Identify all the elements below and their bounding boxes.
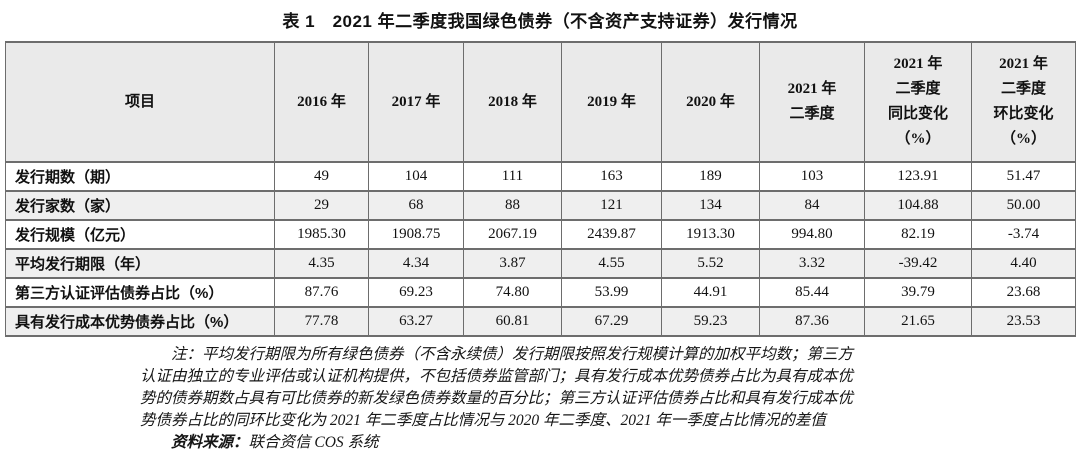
cell: 23.53 xyxy=(971,306,1076,337)
cell: 134 xyxy=(661,190,760,221)
cell: -3.74 xyxy=(971,219,1076,250)
cell: 29 xyxy=(274,190,369,221)
cell: 4.55 xyxy=(561,248,662,279)
cell: 82.19 xyxy=(864,219,972,250)
cell: 84 xyxy=(759,190,865,221)
cell: 74.80 xyxy=(463,277,562,308)
cell: 68 xyxy=(368,190,464,221)
col-header-item: 项目 xyxy=(5,41,275,163)
cell: 53.99 xyxy=(561,277,662,308)
table-row-issue-count: 发行期数（期） 49 104 111 163 189 103 123.91 51… xyxy=(5,161,1076,192)
table-title: 表 1 2021 年二季度我国绿色债券（不含资产支持证券）发行情况 xyxy=(282,12,798,31)
col-header-2020: 2020 年 xyxy=(661,41,760,163)
source-label: 资料来源： xyxy=(171,434,249,451)
cell: 104.88 xyxy=(864,190,972,221)
cell: 88 xyxy=(463,190,562,221)
table-row-issue-scale: 发行规模（亿元） 1985.30 1908.75 2067.19 2439.87… xyxy=(5,219,1076,250)
cell: 163 xyxy=(561,161,662,192)
cell: 44.91 xyxy=(661,277,760,308)
table-notes: 注：平均发行期限为所有绿色债券（不含永续债）发行期限按照发行规模计算的加权平均数… xyxy=(140,344,955,454)
cell: 2439.87 xyxy=(561,219,662,250)
row-label: 第三方认证评估债券占比（%） xyxy=(5,277,275,308)
col-header-qoq-change: 2021 年 二季度 环比变化 （%） xyxy=(971,41,1076,163)
cell: 51.47 xyxy=(971,161,1076,192)
cell: 3.32 xyxy=(759,248,865,279)
cell: 4.40 xyxy=(971,248,1076,279)
cell: 85.44 xyxy=(759,277,865,308)
cell: 39.79 xyxy=(864,277,972,308)
table-row-cost-advantage-ratio: 具有发行成本优势债券占比（%） 77.78 63.27 60.81 67.29 … xyxy=(5,306,1076,337)
cell: 189 xyxy=(661,161,760,192)
cell: 69.23 xyxy=(368,277,464,308)
cell: 2067.19 xyxy=(463,219,562,250)
col-header-2018: 2018 年 xyxy=(463,41,562,163)
green-bond-issuance-table: 项目 2016 年 2017 年 2018 年 2019 年 2020 年 20… xyxy=(5,41,1076,337)
cell: 50.00 xyxy=(971,190,1076,221)
cell: 994.80 xyxy=(759,219,865,250)
cell: 23.68 xyxy=(971,277,1076,308)
cell: 60.81 xyxy=(463,306,562,337)
cell: 63.27 xyxy=(368,306,464,337)
cell: 77.78 xyxy=(274,306,369,337)
cell: 3.87 xyxy=(463,248,562,279)
row-label: 发行规模（亿元） xyxy=(5,219,275,250)
cell: 67.29 xyxy=(561,306,662,337)
row-label: 发行家数（家） xyxy=(5,190,275,221)
cell: 104 xyxy=(368,161,464,192)
cell: 59.23 xyxy=(661,306,760,337)
cell: 5.52 xyxy=(661,248,760,279)
note-line: 认证由独立的专业评估或认证机构提供，不包括债券监管部门；具有发行成本优势债券占比… xyxy=(140,368,854,385)
table-row-avg-tenor: 平均发行期限（年） 4.35 4.34 3.87 4.55 5.52 3.32 … xyxy=(5,248,1076,279)
cell: 1908.75 xyxy=(368,219,464,250)
note-line: 注：平均发行期限为所有绿色债券（不含永续债）发行期限按照发行规模计算的加权平均数… xyxy=(171,346,854,363)
cell: 49 xyxy=(274,161,369,192)
cell: 87.36 xyxy=(759,306,865,337)
row-label: 发行期数（期） xyxy=(5,161,275,192)
table-row-third-party-certified-ratio: 第三方认证评估债券占比（%） 87.76 69.23 74.80 53.99 4… xyxy=(5,277,1076,308)
cell: 21.65 xyxy=(864,306,972,337)
header-row: 项目 2016 年 2017 年 2018 年 2019 年 2020 年 20… xyxy=(5,41,1076,163)
cell: 87.76 xyxy=(274,277,369,308)
cell: 4.34 xyxy=(368,248,464,279)
cell: 1985.30 xyxy=(274,219,369,250)
source-text: 联合资信 COS 系统 xyxy=(248,434,379,451)
col-header-2016: 2016 年 xyxy=(274,41,369,163)
table-row-issuer-count: 发行家数（家） 29 68 88 121 134 84 104.88 50.00 xyxy=(5,190,1076,221)
note-line: 势的债券期数占具有可比债券的新发绿色债券数量的百分比；第三方认证评估债券占比和具… xyxy=(140,390,854,407)
col-header-2017: 2017 年 xyxy=(368,41,464,163)
col-header-2021-q2: 2021 年 二季度 xyxy=(759,41,865,163)
cell: 1913.30 xyxy=(661,219,760,250)
row-label: 具有发行成本优势债券占比（%） xyxy=(5,306,275,337)
col-header-yoy-change: 2021 年 二季度 同比变化 （%） xyxy=(864,41,972,163)
cell: -39.42 xyxy=(864,248,972,279)
cell: 4.35 xyxy=(274,248,369,279)
cell: 111 xyxy=(463,161,562,192)
col-header-2019: 2019 年 xyxy=(561,41,662,163)
cell: 123.91 xyxy=(864,161,972,192)
row-label: 平均发行期限（年） xyxy=(5,248,275,279)
cell: 121 xyxy=(561,190,662,221)
source-line: 资料来源：联合资信 COS 系统 xyxy=(140,432,955,454)
cell: 103 xyxy=(759,161,865,192)
note-line: 势债券占比的同环比变化为 2021 年二季度占比情况与 2020 年二季度、20… xyxy=(140,412,826,429)
